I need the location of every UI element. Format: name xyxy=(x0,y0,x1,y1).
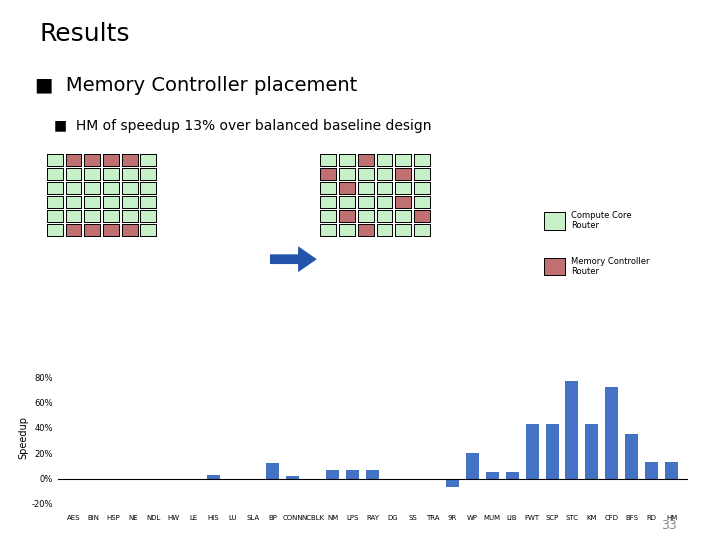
Bar xyxy=(446,478,459,488)
Text: Compute Core
Router: Compute Core Router xyxy=(571,211,631,230)
Bar xyxy=(546,424,559,478)
Bar xyxy=(606,387,618,478)
Bar xyxy=(665,462,678,478)
Bar xyxy=(645,462,658,478)
Bar xyxy=(366,470,379,478)
Bar xyxy=(585,424,598,478)
Bar xyxy=(526,424,539,478)
Bar xyxy=(287,476,300,478)
Y-axis label: Speedup: Speedup xyxy=(19,416,29,459)
Text: ■  HM of speedup 13% over balanced baseline design: ■ HM of speedup 13% over balanced baseli… xyxy=(54,119,431,133)
Bar xyxy=(207,475,220,478)
Text: Memory Controller
Router: Memory Controller Router xyxy=(571,257,649,276)
Bar xyxy=(266,463,279,478)
Bar xyxy=(466,453,479,478)
Bar xyxy=(565,381,578,478)
Bar xyxy=(505,472,518,478)
Text: ■  Memory Controller placement: ■ Memory Controller placement xyxy=(35,76,357,94)
Polygon shape xyxy=(270,246,317,272)
Bar xyxy=(625,434,638,478)
Text: 33: 33 xyxy=(661,519,677,532)
Text: Results: Results xyxy=(40,22,130,45)
Bar xyxy=(326,470,339,478)
Bar xyxy=(486,472,499,478)
Bar xyxy=(346,470,359,478)
